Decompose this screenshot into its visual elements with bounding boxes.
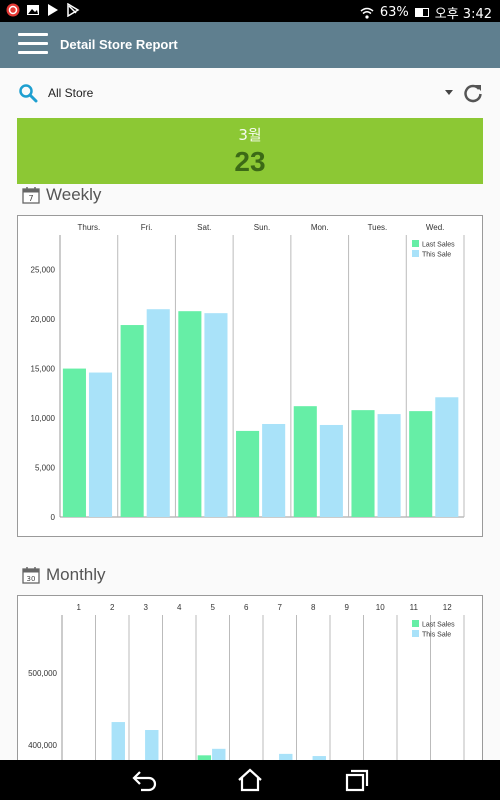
svg-text:30: 30: [27, 575, 36, 583]
search-icon[interactable]: [18, 83, 38, 103]
weekly-chart-svg: 0 5,000 10,000 15,000 20,000 25,000 Thurs. Fri.…: [31, 223, 465, 522]
weekly-bar-last-sales: [62, 368, 86, 517]
weekly-title: Weekly: [46, 185, 102, 204]
monthly-legend-label: This Sale: [422, 632, 451, 639]
app-notification-icon: [6, 3, 20, 17]
weekly-legend-swatch: [412, 250, 419, 257]
weekly-category-label: Thurs.: [78, 223, 101, 232]
monthly-category-label: 11: [410, 603, 419, 612]
monthly-bar-this-sale: [212, 748, 226, 760]
monthly-title: Monthly: [46, 565, 106, 584]
monthly-legend-swatch: [412, 630, 419, 637]
weekly-legend-label: This Sale: [422, 252, 451, 259]
image-icon: [27, 5, 39, 15]
weekly-y-tick-label: 0: [51, 513, 56, 522]
weekly-bar-last-sales: [351, 410, 375, 517]
report-content: All Store 3월 23 7 Weekly 0 5,000 10,000 15,…: [0, 68, 500, 760]
weekly-bar-last-sales: [236, 430, 260, 517]
weekly-bar-this-sale: [435, 397, 459, 517]
monthly-category-label: 3: [144, 603, 149, 612]
weekly-y-tick-label: 10,000: [31, 414, 56, 423]
play-store-icon: [48, 4, 58, 16]
weekly-bar-last-sales: [178, 311, 202, 517]
weekly-y-tick-label: 5,000: [35, 464, 56, 473]
notification-icons: [6, 3, 80, 17]
weekly-legend-swatch: [412, 240, 419, 247]
status-bar: 63% 오후 3:42: [0, 0, 500, 22]
weekly-bar-this-sale: [262, 423, 286, 517]
monthly-category-label: 8: [311, 603, 316, 612]
weekly-bar-this-sale: [319, 424, 343, 517]
monthly-category-label: 5: [211, 603, 216, 612]
play-store-alt-icon: [67, 3, 80, 17]
monthly-category-label: 9: [345, 603, 350, 612]
monthly-legend-label: Last Sales: [422, 622, 455, 629]
weekly-category-label: Sun.: [254, 223, 270, 232]
monthly-category-label: 6: [244, 603, 249, 612]
weekly-bar-this-sale: [88, 372, 113, 517]
monthly-category-label: 12: [443, 603, 452, 612]
monthly-category-label: 1: [77, 603, 82, 612]
monthly-chart-svg: 300,000400,000500,000123456789101112Last…: [28, 603, 465, 760]
weekly-category-label: Fri.: [141, 223, 153, 232]
weekly-y-tick-label: 20,000: [31, 315, 56, 324]
weekly-chart: 0 5,000 10,000 15,000 20,000 25,000 Thurs. Fri.…: [17, 215, 483, 537]
weekly-bar-this-sale: [377, 414, 401, 517]
back-icon[interactable]: [131, 768, 159, 792]
monthly-bar-this-sale: [111, 722, 125, 760]
refresh-icon[interactable]: [462, 82, 484, 104]
monthly-bar-this-sale: [145, 730, 159, 760]
weekly-category-label: Mon.: [311, 223, 329, 232]
date-banner: 3월 23: [17, 118, 483, 184]
page-title: Detail Store Report: [60, 37, 178, 52]
hamburger-menu-icon[interactable]: [18, 33, 48, 55]
calendar-30-icon: 30: [22, 567, 40, 584]
weekly-bar-last-sales: [293, 406, 317, 517]
weekly-legend-label: Last Sales: [422, 242, 455, 249]
monthly-category-label: 10: [376, 603, 385, 612]
weekly-category-label: Tues.: [368, 223, 388, 232]
monthly-legend-swatch: [412, 620, 419, 627]
month-label: 3월: [238, 126, 262, 144]
monthly-category-label: 2: [110, 603, 115, 612]
monthly-chart: 300,000400,000500,000123456789101112Last…: [17, 595, 483, 760]
weekly-y-tick-label: 15,000: [31, 365, 56, 374]
monthly-category-label: 4: [177, 603, 182, 612]
store-select[interactable]: All Store: [48, 86, 94, 100]
monthly-bar-this-sale: [279, 753, 293, 760]
monthly-bar-last-sales: [197, 755, 212, 760]
calendar-7-icon: 7: [22, 187, 40, 204]
weekly-bar-this-sale: [204, 313, 228, 517]
weekly-bar-this-sale: [146, 309, 170, 517]
home-icon[interactable]: [236, 768, 264, 792]
nav-bar: [0, 760, 500, 800]
svg-text:7: 7: [28, 194, 33, 203]
app-bar: Detail Store Report: [0, 22, 500, 68]
weekly-bar-last-sales: [409, 411, 433, 517]
monthly-section-title: 30 Monthly: [22, 565, 106, 585]
recents-icon[interactable]: [343, 768, 371, 792]
weekly-y-tick-label: 25,000: [31, 266, 56, 275]
day-label: 23: [234, 146, 266, 177]
battery-percent: 63%: [379, 5, 409, 20]
wifi-icon: [360, 7, 374, 19]
monthly-category-label: 7: [278, 603, 283, 612]
clock: 오후 3:42: [434, 7, 492, 22]
weekly-category-label: Wed.: [426, 223, 445, 232]
chevron-down-icon[interactable]: [445, 90, 453, 95]
weekly-section-title: 7 Weekly: [22, 185, 101, 205]
battery-icon: [414, 8, 429, 17]
system-status: 63% 오후 3:42: [360, 3, 492, 22]
monthly-y-tick-label: 400,000: [28, 741, 57, 750]
weekly-category-label: Sat.: [197, 223, 211, 232]
store-selector-row: All Store: [0, 78, 500, 108]
monthly-y-tick-label: 500,000: [28, 669, 57, 678]
monthly-bar-this-sale: [312, 756, 326, 760]
weekly-bar-last-sales: [120, 325, 144, 517]
